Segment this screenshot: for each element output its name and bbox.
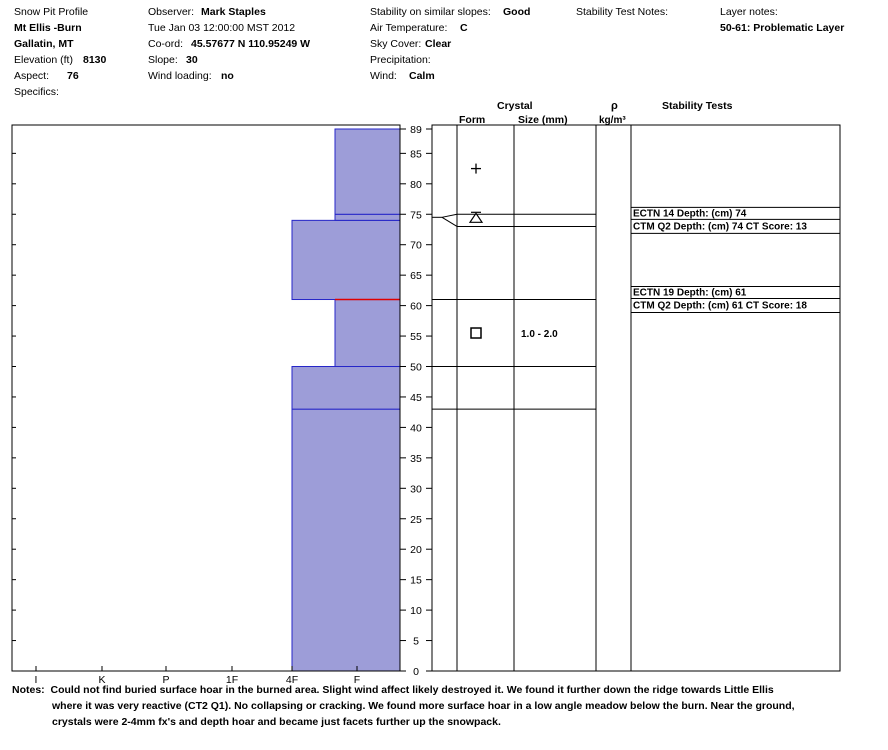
- depth-label-80: 80: [410, 179, 422, 191]
- crystal-square: [470, 327, 482, 339]
- depth-label-5: 5: [413, 636, 419, 648]
- hardness-layer-2: [334, 299, 401, 368]
- hardness-label-P: P: [162, 674, 169, 686]
- hardness-layer-3: [291, 219, 401, 301]
- observer-value: Mark Staples: [201, 6, 266, 18]
- slope-label: Slope:: [148, 54, 178, 66]
- observer-label: Observer:: [148, 6, 195, 18]
- sky-cover-label: Sky Cover:: [370, 38, 422, 50]
- precipitation-label: Precipitation:: [370, 54, 431, 66]
- depth-label-75: 75: [410, 209, 422, 221]
- stability-notes-label: Stability Test Notes:: [576, 6, 669, 18]
- hardness-label-1F: 1F: [226, 674, 238, 686]
- hardness-layer-0: [291, 408, 401, 672]
- hardness-label-K: K: [98, 674, 105, 686]
- layer-notes-label: Layer notes:: [720, 6, 778, 18]
- stability-similar-value: Good: [503, 6, 531, 18]
- depth-label-85: 85: [410, 148, 422, 160]
- wind-value: Calm: [409, 70, 435, 82]
- density-unit: kg/m³: [599, 115, 626, 126]
- hardness-left-ticks: [12, 152, 16, 642]
- hardness-label-I: I: [35, 674, 38, 686]
- observation-datetime: Tue Jan 03 12:00:00 MST 2012: [148, 22, 296, 34]
- connector-lower: [441, 216, 458, 227]
- air-temp-value: C: [460, 22, 468, 34]
- depth-label-35: 35: [410, 453, 422, 465]
- notes: Notes: Could not find buried surface hoa…: [12, 682, 852, 730]
- crystal-header: Crystal: [497, 100, 533, 112]
- location-name: Mt Ellis -Burn: [14, 22, 82, 34]
- depth-label-15: 15: [410, 575, 422, 587]
- depth-label-20: 20: [410, 544, 422, 556]
- wind-label: Wind:: [370, 70, 397, 82]
- stability-tests-header: Stability Tests: [662, 100, 733, 112]
- aspect-label: Aspect:: [14, 70, 50, 82]
- crystal-forms: 1.0 - 2.0: [468, 163, 558, 340]
- depth-label-50: 50: [410, 362, 422, 374]
- elevation-value: 8130: [83, 54, 107, 66]
- hardness-panel-frame: [11, 124, 401, 672]
- wind-loading-value: no: [221, 70, 234, 82]
- coord-value: 45.57677 N 110.95249 W: [191, 38, 311, 50]
- wind-loading-label: Wind loading:: [148, 70, 212, 82]
- depth-label-60: 60: [410, 301, 422, 313]
- sky-cover-value: Clear: [425, 38, 452, 50]
- stability-test-0-ctm: CTM Q2 Depth: (cm) 74 CT Score: 13: [633, 221, 807, 232]
- layer-panel-frame: [431, 124, 841, 672]
- depth-label-0: 0: [413, 666, 419, 678]
- depth-label-65: 65: [410, 270, 422, 282]
- connector-upper: [441, 213, 458, 218]
- layer-boundaries: [432, 213, 596, 410]
- slope-value: 30: [186, 54, 198, 66]
- hardness-layers: [291, 128, 401, 672]
- depth-label-45: 45: [410, 392, 422, 404]
- depth-label-70: 70: [410, 240, 422, 252]
- stability-test-0-ect: ECTN 14 Depth: (cm) 74: [633, 208, 747, 219]
- depth-label-55: 55: [410, 331, 422, 343]
- depth-label-30: 30: [410, 483, 422, 495]
- coord-label: Co-ord:: [148, 38, 184, 50]
- depth-label-89: 89: [410, 124, 422, 136]
- region-name: Gallatin, MT: [14, 38, 74, 50]
- stability-tests: ECTN 14 Depth: (cm) 74 CTM Q2 Depth: (cm)…: [631, 206, 840, 314]
- depth-label-10: 10: [410, 605, 422, 617]
- hardness-label-4F: 4F: [286, 674, 298, 686]
- size-header: Size (mm): [518, 114, 568, 126]
- stability-test-1-ctm: CTM Q2 Depth: (cm) 61 CT Score: 18: [633, 301, 807, 312]
- hardness-scale-labels: I K P 1F 4F F: [35, 666, 360, 686]
- snow-profile-chart: Crystal Form Size (mm) ρ kg/m³ Stability…: [11, 100, 841, 686]
- notes-line-1: Could not find buried surface hoar in th…: [50, 684, 774, 696]
- stability-similar-label: Stability on similar slopes:: [370, 6, 491, 18]
- depth-axis: 0 5 10 15 20 25 30 35 40 45 50 55 60 65 70 75 80 85 89: [400, 124, 432, 678]
- hardness-layer-5: [334, 128, 401, 215]
- form-header: Form: [459, 114, 485, 126]
- elevation-label: Elevation (ft): [14, 54, 73, 66]
- notes-line-3: crystals were 2-4mm fx's and depth hoar …: [52, 716, 501, 728]
- notes-label: Notes:: [12, 684, 45, 696]
- notes-line-2: where it was very reactive (CT2 Q1). No …: [52, 700, 795, 712]
- depth-label-40: 40: [410, 422, 422, 434]
- depth-label-25: 25: [410, 514, 422, 526]
- aspect-value: 76: [67, 70, 79, 82]
- crystal-surface-hoar: [468, 212, 484, 223]
- crystal-size-2: 1.0 - 2.0: [521, 329, 558, 340]
- hardness-layer-1: [291, 366, 401, 410]
- hardness-label-F: F: [354, 674, 360, 686]
- specifics-label: Specifics:: [14, 86, 59, 98]
- stability-test-1-ect: ECTN 19 Depth: (cm) 61: [633, 288, 747, 299]
- hardness-layer-4: [334, 213, 401, 221]
- air-temp-label: Air Temperature:: [370, 22, 448, 34]
- layer-notes-value: 50-61: Problematic Layer: [720, 22, 845, 34]
- density-header: ρ: [611, 100, 618, 112]
- profile-title: Snow Pit Profile: [14, 6, 89, 18]
